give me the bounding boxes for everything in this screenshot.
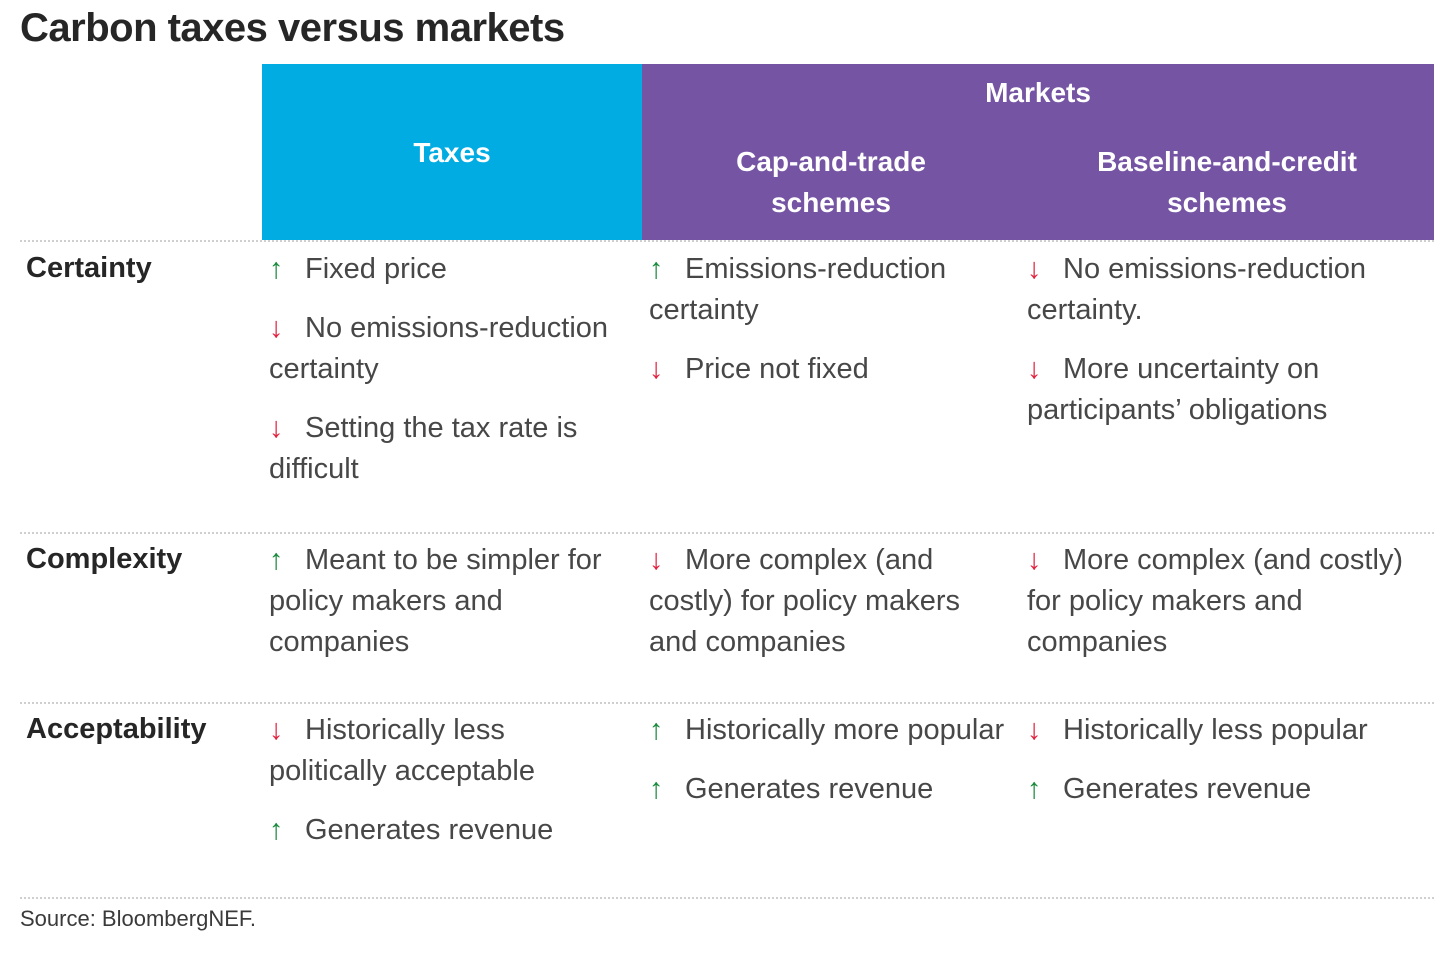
- baseline-and-credit-header-line-1: Baseline-and-credit: [1097, 146, 1357, 177]
- cell-complexity-taxes: ↑ Meant to be simpler for policy makers a…: [269, 540, 629, 663]
- cell-item: ↓ Historically less politically acceptabl…: [269, 710, 629, 792]
- cell-item: ↑ Emissions-reduction certainty: [649, 249, 1011, 331]
- cell-item: ↑ Generates revenue: [1027, 769, 1427, 810]
- cell-item: ↓ Setting the tax rate is difficult: [269, 408, 629, 490]
- arrow-up-icon: ↑: [649, 773, 664, 805]
- cell-item: ↑ Generates revenue: [269, 810, 629, 851]
- cell-item-text: Historically less politically acceptable: [269, 714, 535, 787]
- cell-item: ↑ Generates revenue: [649, 769, 1011, 810]
- cell-item: ↓ More complex (and costly) for policy ma…: [649, 540, 1011, 663]
- cell-item-text: No emissions-reduction certainty: [269, 312, 609, 385]
- arrow-down-icon: ↓: [269, 312, 284, 344]
- cell-item: ↓ No emissions-reduction certainty: [269, 308, 629, 390]
- cap-and-trade-column-header: Cap-and-trade schemes: [642, 141, 1020, 223]
- markets-group-header: Markets: [985, 77, 1091, 108]
- cap-and-trade-header-line-2: schemes: [771, 187, 891, 218]
- cell-item-text: Generates revenue: [685, 773, 934, 805]
- arrow-down-icon: ↓: [1027, 353, 1042, 385]
- arrow-up-icon: ↑: [649, 253, 664, 285]
- cap-and-trade-header-line-1: Cap-and-trade: [736, 146, 926, 177]
- taxes-column-header: Taxes: [413, 137, 491, 168]
- cell-item: ↓ No emissions-reduction certainty.: [1027, 249, 1427, 331]
- cell-item: ↓ Price not fixed: [649, 349, 1011, 390]
- row-label-certainty: Certainty: [26, 252, 152, 284]
- baseline-and-credit-column-header: Baseline-and-credit schemes: [1020, 141, 1434, 223]
- cell-item: ↑ Historically more popular: [649, 710, 1011, 751]
- cell-item-text: Historically less popular: [1063, 714, 1368, 746]
- cell-item-text: No emissions-reduction certainty.: [1027, 253, 1367, 326]
- cell-item-text: Price not fixed: [685, 353, 869, 385]
- arrow-down-icon: ↓: [649, 353, 664, 385]
- cell-item-text: Generates revenue: [305, 814, 554, 846]
- arrow-up-icon: ↑: [269, 814, 284, 846]
- row-divider: [20, 240, 1434, 242]
- cell-item: ↓ More uncertainty on participants’ oblig…: [1027, 349, 1427, 431]
- row-label-complexity: Complexity: [26, 543, 183, 575]
- cell-item-text: More complex (and costly) for policy mak…: [649, 544, 961, 658]
- arrow-up-icon: ↑: [269, 544, 284, 576]
- cell-certainty-cap-and-trade: ↑ Emissions-reduction certainty ↓ Price not…: [649, 249, 1011, 390]
- arrow-down-icon: ↓: [269, 412, 284, 444]
- arrow-up-icon: ↑: [1027, 773, 1042, 805]
- arrow-up-icon: ↑: [649, 714, 664, 746]
- row-divider: [20, 897, 1434, 899]
- cell-acceptability-taxes: ↓ Historically less politically acceptabl…: [269, 710, 629, 851]
- row-divider: [20, 702, 1434, 704]
- cell-item-text: Historically more popular: [685, 714, 1005, 746]
- cell-item-text: More complex (and costly) for policy mak…: [1027, 544, 1404, 658]
- source-note: Source: BloombergNEF.: [20, 906, 256, 931]
- cell-acceptability-baseline-and-credit: ↓ Historically less popular ↑ Generates rev…: [1027, 710, 1427, 810]
- baseline-and-credit-header-line-2: schemes: [1167, 187, 1287, 218]
- cell-item-text: Fixed price: [305, 253, 447, 285]
- arrow-down-icon: ↓: [649, 544, 664, 576]
- cell-item: ↑ Fixed price: [269, 249, 629, 290]
- cell-item: ↑ Meant to be simpler for policy makers a…: [269, 540, 629, 663]
- cell-item-text: More uncertainty on participants’ obliga…: [1027, 353, 1328, 426]
- page-title: Carbon taxes versus markets: [20, 6, 565, 50]
- taxes-header-block: [262, 64, 642, 240]
- cell-item-text: Emissions-reduction certainty: [649, 253, 947, 326]
- arrow-down-icon: ↓: [1027, 253, 1042, 285]
- cell-acceptability-cap-and-trade: ↑ Historically more popular ↑ Generates rev…: [649, 710, 1011, 810]
- row-label-acceptability: Acceptability: [26, 713, 207, 745]
- arrow-down-icon: ↓: [269, 714, 284, 746]
- cell-item-text: Setting the tax rate is difficult: [269, 412, 578, 485]
- cell-complexity-baseline-and-credit: ↓ More complex (and costly) for policy ma…: [1027, 540, 1427, 663]
- cell-complexity-cap-and-trade: ↓ More complex (and costly) for policy ma…: [649, 540, 1011, 663]
- markets-header-block: [642, 64, 1434, 240]
- cell-certainty-taxes: ↑ Fixed price ↓ No emissions-reduction cert…: [269, 249, 629, 490]
- arrow-down-icon: ↓: [1027, 714, 1042, 746]
- cell-item-text: Meant to be simpler for policy makers an…: [269, 544, 602, 658]
- cell-item: ↓ Historically less popular: [1027, 710, 1427, 751]
- row-divider: [20, 532, 1434, 534]
- cell-item-text: Generates revenue: [1063, 773, 1312, 805]
- arrow-down-icon: ↓: [1027, 544, 1042, 576]
- cell-certainty-baseline-and-credit: ↓ No emissions-reduction certainty. ↓ More …: [1027, 249, 1427, 431]
- cell-item: ↓ More complex (and costly) for policy ma…: [1027, 540, 1427, 663]
- arrow-up-icon: ↑: [269, 253, 284, 285]
